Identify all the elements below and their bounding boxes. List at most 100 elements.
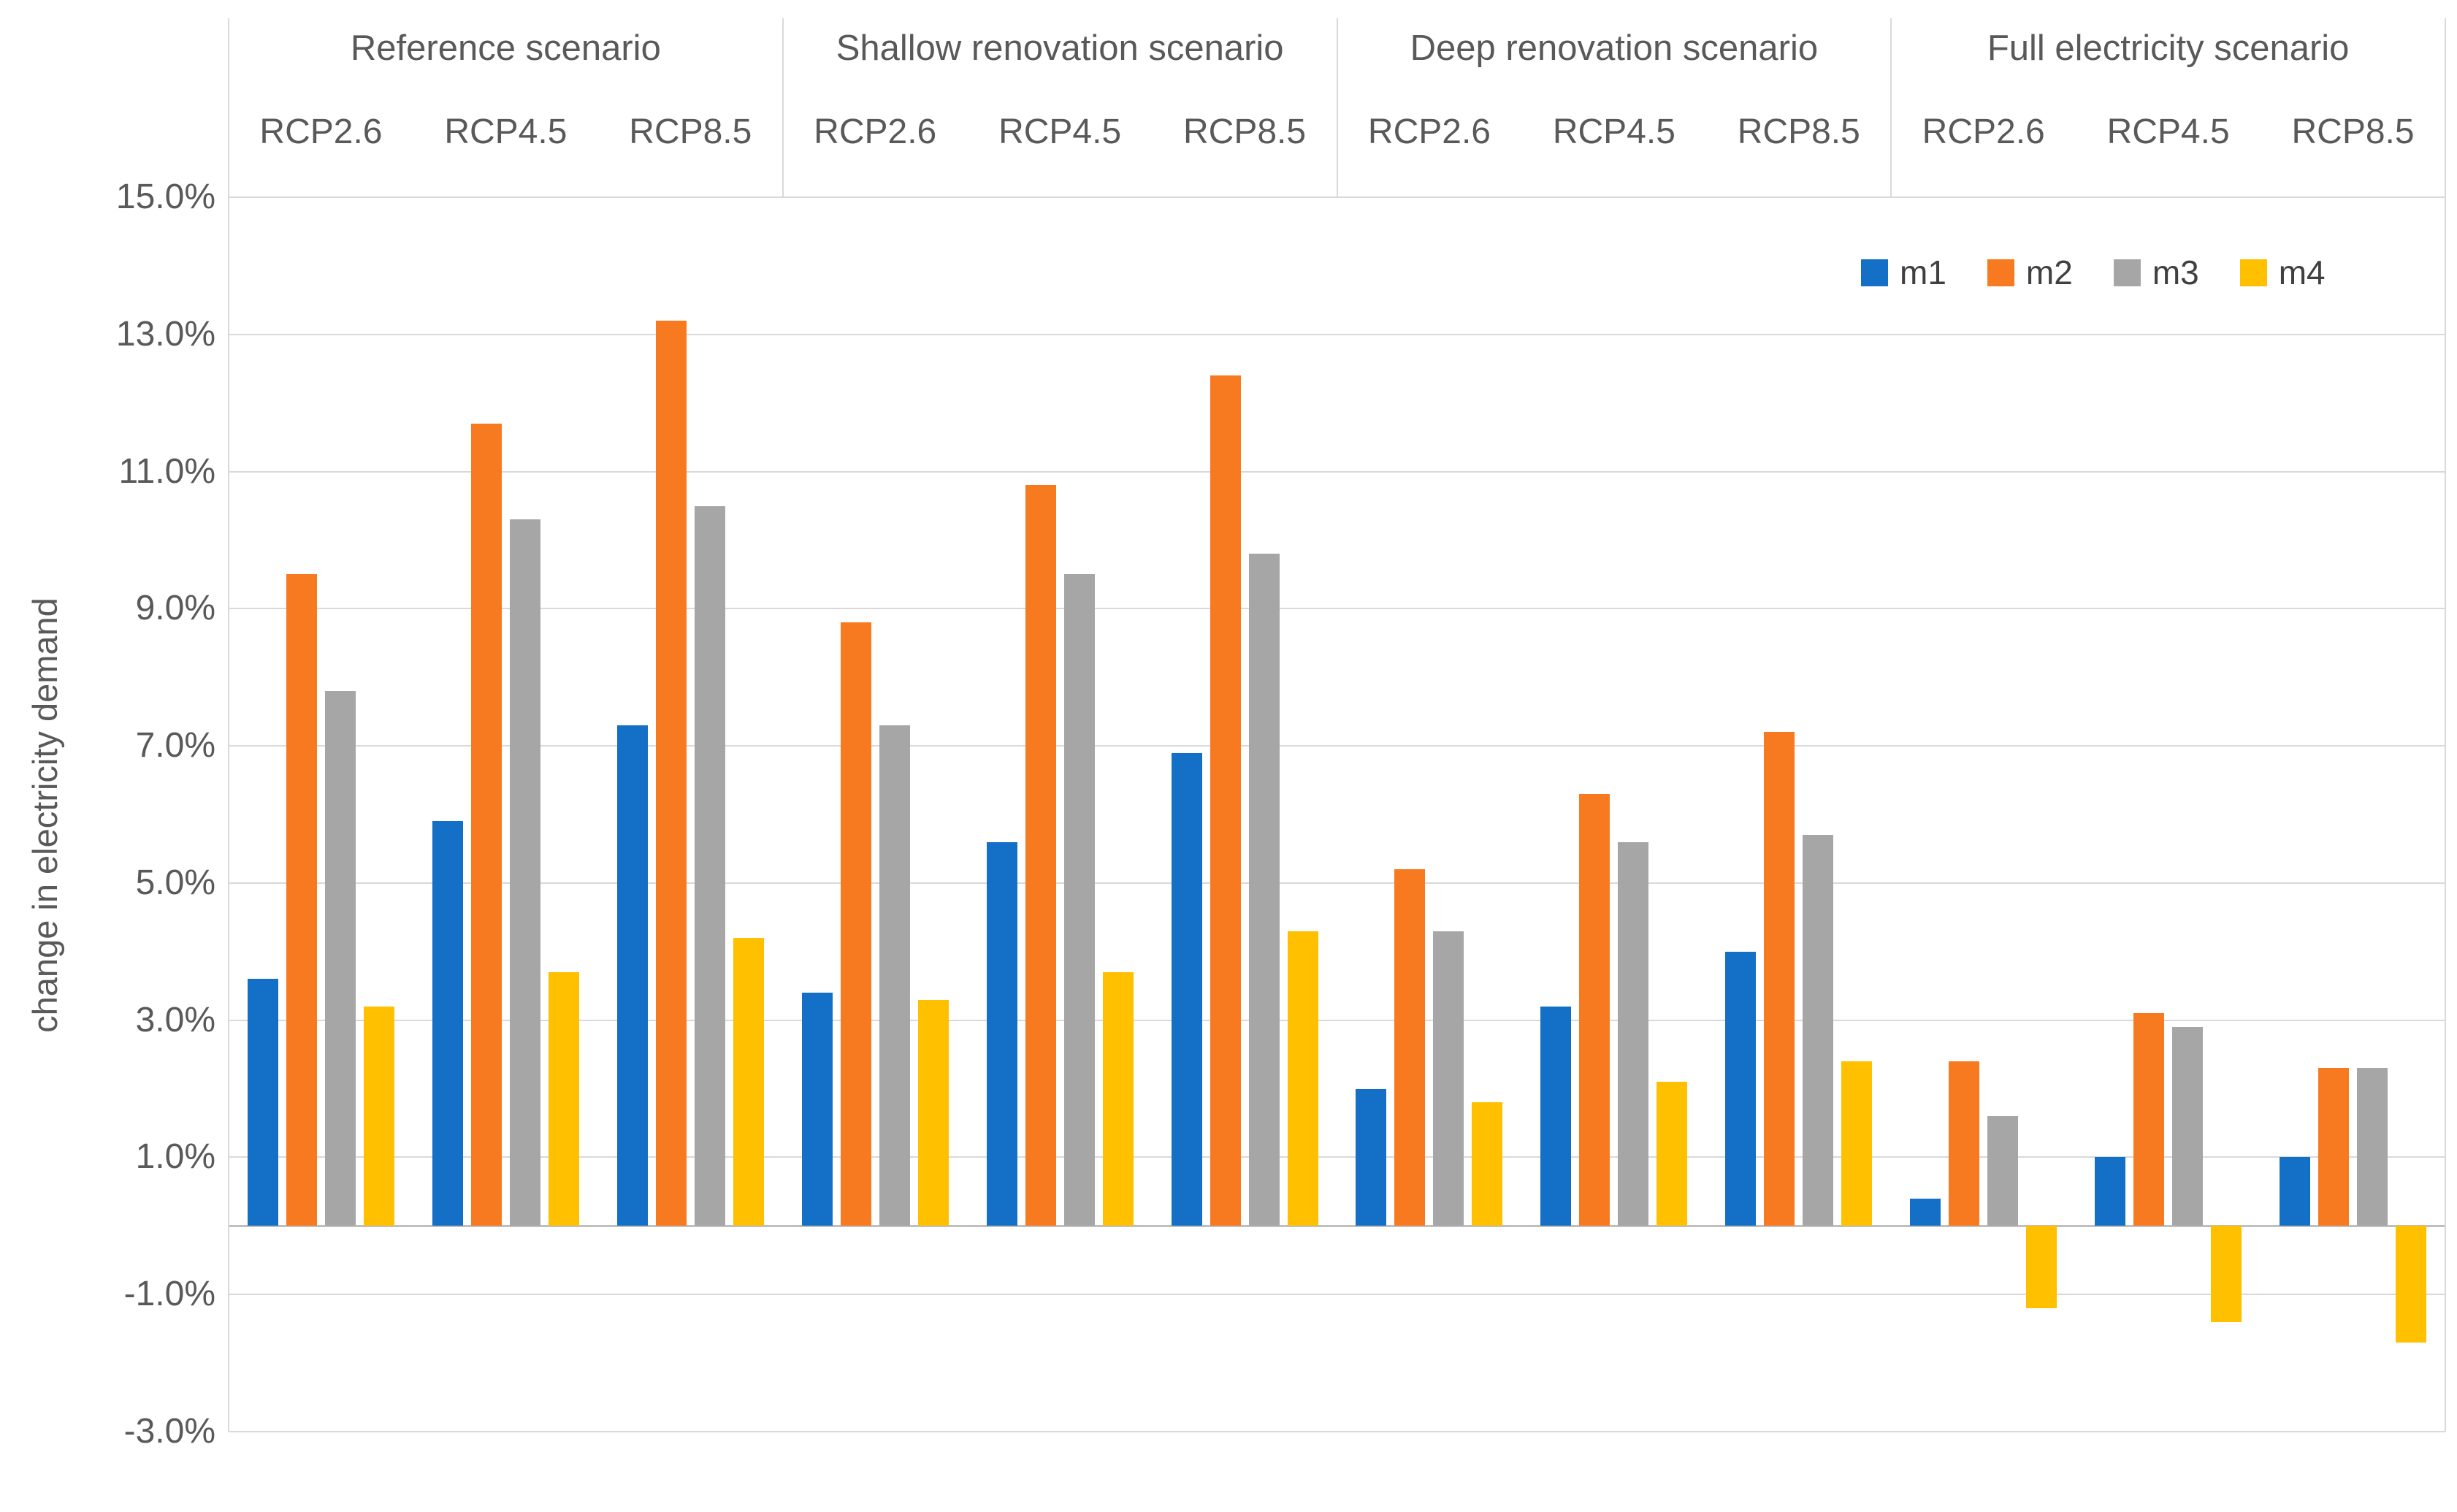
legend: m1 m2 m3 m4 bbox=[1861, 256, 2326, 289]
bar-m4 bbox=[1841, 1061, 1873, 1226]
legend-swatch-m4 bbox=[2239, 259, 2267, 286]
y-tick-label: -1.0% bbox=[123, 1275, 215, 1314]
scenario-separator bbox=[1890, 18, 1892, 197]
bar-m4 bbox=[2026, 1226, 2057, 1308]
y-tick-label: 1.0% bbox=[135, 1137, 215, 1177]
gridline bbox=[229, 1019, 2445, 1021]
bar-m3 bbox=[1433, 931, 1464, 1226]
legend-swatch-m1 bbox=[1861, 259, 1888, 286]
y-tick-label: 7.0% bbox=[135, 726, 215, 765]
bar-m2 bbox=[470, 423, 502, 1226]
rcp-header-label: RCP8.5 bbox=[629, 112, 752, 151]
bar-m2 bbox=[286, 574, 317, 1226]
legend-entry-m1: m1 bbox=[1861, 256, 1946, 289]
bar-m2 bbox=[840, 622, 871, 1226]
gridline bbox=[229, 333, 2445, 335]
bar-m4 bbox=[733, 938, 764, 1226]
bar-m1 bbox=[2280, 1157, 2311, 1226]
bar-m1 bbox=[801, 993, 833, 1226]
gridline bbox=[229, 1156, 2445, 1158]
legend-swatch-m3 bbox=[2113, 259, 2141, 286]
bar-m2 bbox=[1210, 375, 1241, 1226]
bar-m1 bbox=[986, 841, 1017, 1226]
scenario-separator bbox=[1336, 18, 1338, 197]
scenario-header-label: Shallow renovation scenario bbox=[836, 28, 1284, 68]
rcp-header-label: RCP2.6 bbox=[259, 112, 383, 151]
y-tick-label: 9.0% bbox=[135, 589, 215, 628]
bar-m3 bbox=[1803, 835, 1834, 1226]
bar-m4 bbox=[1472, 1102, 1503, 1226]
bar-m3 bbox=[509, 519, 540, 1226]
bar-m2 bbox=[1394, 869, 1426, 1226]
bar-m1 bbox=[247, 979, 278, 1226]
bar-m2 bbox=[2318, 1068, 2350, 1226]
gridline bbox=[229, 608, 2445, 610]
legend-entry-m3: m3 bbox=[2113, 253, 2199, 291]
rcp-header-label: RCP8.5 bbox=[2291, 112, 2415, 151]
plot-right-border bbox=[2445, 18, 2446, 1432]
bar-m1 bbox=[1725, 951, 1757, 1226]
legend-label: m4 bbox=[2278, 253, 2326, 291]
bar-m2 bbox=[1949, 1061, 1980, 1226]
y-tick-label: 15.0% bbox=[115, 177, 215, 216]
rcp-header-label: RCP4.5 bbox=[444, 112, 568, 151]
y-tick-label: 11.0% bbox=[118, 451, 215, 491]
x-axis-line bbox=[229, 1225, 2445, 1228]
bar-m2 bbox=[1025, 485, 1056, 1226]
bar-m1 bbox=[1171, 752, 1202, 1226]
y-axis-line bbox=[228, 18, 229, 1432]
y-axis-title: change in electricity demand bbox=[26, 597, 64, 1033]
legend-label: m3 bbox=[2152, 253, 2199, 291]
gridline bbox=[229, 1294, 2445, 1296]
bar-m2 bbox=[1579, 793, 1610, 1226]
bar-m3 bbox=[1063, 574, 1095, 1226]
y-tick-label: 5.0% bbox=[135, 863, 215, 902]
bar-m4 bbox=[548, 971, 579, 1226]
gridline bbox=[229, 1431, 2445, 1432]
gridline bbox=[229, 882, 2445, 884]
bar-m1 bbox=[2095, 1157, 2126, 1226]
rcp-header-label: RCP2.6 bbox=[1367, 112, 1491, 151]
rcp-header-label: RCP4.5 bbox=[998, 112, 1122, 151]
bar-m1 bbox=[1540, 1006, 1572, 1226]
rcp-header-label: RCP4.5 bbox=[1552, 112, 1675, 151]
bar-m1 bbox=[616, 725, 648, 1226]
bar-m1 bbox=[1356, 1088, 1387, 1226]
legend-label: m1 bbox=[1900, 253, 1946, 291]
bar-m3 bbox=[1987, 1116, 2019, 1226]
scenario-header-label: Reference scenario bbox=[350, 28, 661, 68]
bar-m2 bbox=[2133, 1013, 2165, 1226]
rcp-header-label: RCP2.6 bbox=[1922, 112, 2045, 151]
rcp-header-label: RCP4.5 bbox=[2106, 112, 2230, 151]
bar-m1 bbox=[432, 821, 463, 1226]
legend-swatch-m2 bbox=[1987, 259, 2014, 286]
y-tick-label: 13.0% bbox=[115, 314, 215, 354]
bar-m4 bbox=[363, 1006, 394, 1226]
scenario-header-label: Deep renovation scenario bbox=[1410, 28, 1819, 68]
bar-m4 bbox=[2211, 1226, 2242, 1322]
rcp-header-label: RCP2.6 bbox=[814, 112, 937, 151]
scenario-header-label: Full electricity scenario bbox=[1987, 28, 2350, 68]
legend-entry-m4: m4 bbox=[2239, 253, 2326, 291]
bar-m3 bbox=[694, 505, 725, 1226]
legend-entry-m2: m2 bbox=[1987, 256, 2073, 289]
bar-m2 bbox=[1764, 732, 1795, 1226]
bar-m4 bbox=[917, 999, 949, 1226]
bar-m3 bbox=[2172, 1027, 2204, 1226]
bar-m4 bbox=[1657, 1082, 1688, 1226]
legend-label: m2 bbox=[2025, 253, 2073, 291]
bar-m4 bbox=[1287, 931, 1318, 1226]
bar-m3 bbox=[324, 691, 356, 1226]
bar-m3 bbox=[1618, 841, 1649, 1226]
bar-m4 bbox=[2396, 1226, 2427, 1343]
bar-m1 bbox=[1910, 1198, 1941, 1226]
bar-m2 bbox=[655, 321, 687, 1226]
rcp-header-label: RCP8.5 bbox=[1737, 112, 1860, 151]
gridline bbox=[229, 470, 2445, 473]
gridline bbox=[229, 745, 2445, 747]
y-tick-label: 3.0% bbox=[135, 1000, 215, 1039]
gridline bbox=[229, 196, 2445, 198]
bar-m4 bbox=[1102, 971, 1134, 1226]
rcp-header-label: RCP8.5 bbox=[1182, 112, 1307, 151]
